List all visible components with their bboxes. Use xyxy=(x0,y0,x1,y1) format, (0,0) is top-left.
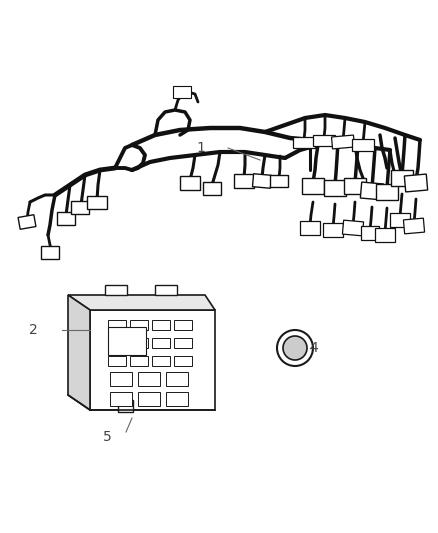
Bar xyxy=(152,356,170,366)
Bar xyxy=(110,392,132,406)
Bar xyxy=(312,134,334,146)
Bar xyxy=(301,178,323,194)
Bar xyxy=(173,338,191,348)
Bar xyxy=(252,174,271,188)
Bar xyxy=(105,285,127,295)
Bar xyxy=(360,182,383,200)
Bar xyxy=(403,218,424,234)
Bar xyxy=(403,174,427,192)
Bar xyxy=(108,356,126,366)
Bar xyxy=(138,392,159,406)
Polygon shape xyxy=(90,310,215,410)
Polygon shape xyxy=(68,295,90,410)
Bar xyxy=(343,178,365,194)
Bar xyxy=(331,135,353,149)
Bar xyxy=(292,136,314,148)
Bar xyxy=(180,176,200,190)
Text: 5: 5 xyxy=(103,430,112,444)
Bar xyxy=(108,327,146,355)
Bar xyxy=(233,174,254,188)
Bar xyxy=(130,356,148,366)
Bar xyxy=(155,285,177,295)
Text: 1: 1 xyxy=(196,141,205,155)
Circle shape xyxy=(276,330,312,366)
Bar xyxy=(138,372,159,386)
Bar xyxy=(166,372,187,386)
Polygon shape xyxy=(68,295,215,310)
Bar xyxy=(389,213,409,227)
Bar xyxy=(18,215,36,229)
Bar xyxy=(57,212,75,224)
Bar xyxy=(152,320,170,330)
Bar xyxy=(108,338,126,348)
Bar xyxy=(108,320,126,330)
Bar xyxy=(173,356,191,366)
Bar xyxy=(173,86,191,98)
Bar xyxy=(118,400,133,412)
Bar xyxy=(374,228,394,242)
Bar xyxy=(202,182,220,195)
Bar xyxy=(41,246,59,259)
Bar xyxy=(390,170,412,186)
Bar xyxy=(173,320,191,330)
Bar xyxy=(322,223,342,237)
Bar xyxy=(323,180,345,196)
Bar xyxy=(130,320,148,330)
Text: 4: 4 xyxy=(308,341,317,355)
Bar xyxy=(360,226,378,240)
Bar xyxy=(351,139,373,151)
Bar xyxy=(130,338,148,348)
Bar xyxy=(299,221,319,235)
Bar xyxy=(71,200,89,214)
Bar xyxy=(269,175,287,187)
Bar xyxy=(375,184,397,200)
Bar xyxy=(87,196,107,208)
Bar xyxy=(152,338,170,348)
Bar xyxy=(342,220,363,236)
Bar xyxy=(166,392,187,406)
Text: 2: 2 xyxy=(29,323,38,337)
Circle shape xyxy=(283,336,306,360)
Bar xyxy=(110,372,132,386)
